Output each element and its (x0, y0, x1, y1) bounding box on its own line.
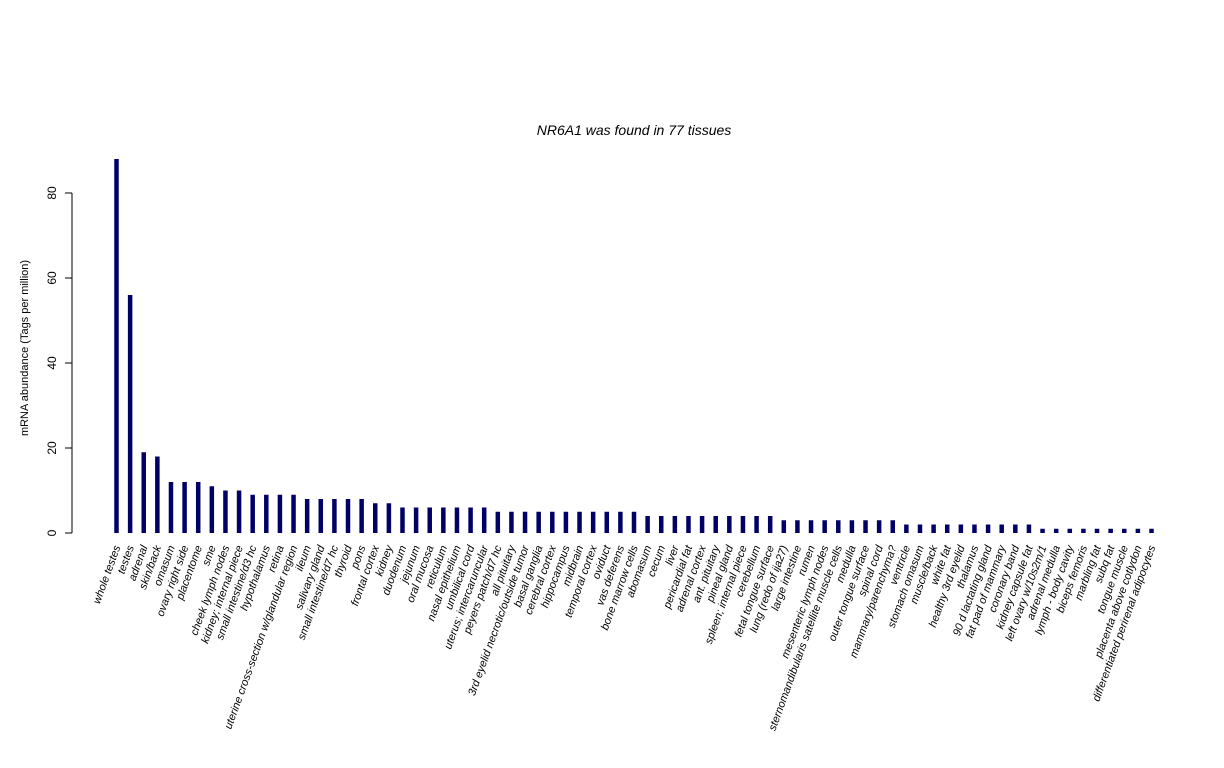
bar (1067, 528, 1073, 533)
y-tick-label: 20 (45, 441, 59, 455)
bar (168, 482, 174, 533)
bar (972, 524, 977, 533)
bar (332, 499, 337, 533)
y-tick-label: 0 (45, 529, 59, 536)
bar (209, 486, 215, 533)
bar (481, 507, 487, 533)
bar (876, 520, 882, 533)
bar (550, 511, 555, 533)
chart-title: NR6A1 was found in 77 tissues (537, 122, 732, 138)
bar (223, 490, 228, 533)
bar (1094, 528, 1100, 533)
bar (195, 482, 201, 533)
bar (917, 524, 923, 533)
bar (1149, 528, 1154, 533)
bar (999, 524, 1004, 533)
bar (141, 452, 146, 533)
bar (1026, 524, 1032, 533)
bar (400, 507, 405, 533)
bar (699, 516, 705, 533)
bar (114, 159, 119, 533)
bar (291, 494, 296, 533)
bar (590, 511, 596, 533)
bar (849, 520, 855, 533)
bar (1108, 528, 1113, 533)
bar (686, 516, 691, 533)
bar (808, 520, 814, 533)
bar (958, 524, 964, 533)
bar (1135, 528, 1141, 533)
bar (359, 499, 364, 533)
x-tick-label: whole testes (91, 543, 123, 605)
bar (468, 507, 473, 533)
bar (767, 516, 773, 533)
bar (822, 520, 827, 533)
bar (1122, 528, 1127, 533)
y-tick-label: 80 (45, 186, 59, 200)
bar (373, 503, 378, 533)
bars-group (114, 159, 1154, 533)
bar (277, 494, 283, 533)
bar (1013, 524, 1018, 533)
bar (836, 520, 841, 533)
bar (522, 511, 528, 533)
y-axis-ticks: 0 20 40 60 80 (45, 186, 72, 536)
bar (944, 524, 950, 533)
bar (441, 507, 446, 533)
bar (863, 520, 868, 533)
bar (563, 511, 569, 533)
bar (413, 507, 419, 533)
bar (236, 490, 242, 533)
bar (1040, 528, 1045, 533)
bar (985, 524, 991, 533)
bar (155, 456, 160, 533)
bar (264, 494, 269, 533)
bar (127, 295, 133, 533)
bar (495, 511, 501, 533)
bar (904, 524, 909, 533)
y-tick-label: 40 (45, 356, 59, 370)
bar (509, 511, 514, 533)
bar (304, 499, 310, 533)
bar (386, 503, 392, 533)
bar (1053, 528, 1059, 533)
y-tick-label: 60 (45, 271, 59, 285)
bar (890, 520, 895, 533)
bar (1081, 528, 1086, 533)
bar (754, 516, 759, 533)
bar (727, 516, 732, 533)
bar (931, 524, 936, 533)
bar (454, 507, 460, 533)
bar (427, 507, 432, 533)
bar (713, 516, 718, 533)
bar (795, 520, 800, 533)
bar (345, 499, 351, 533)
bar (781, 520, 787, 533)
bar (577, 511, 582, 533)
bar (318, 499, 324, 533)
bar (182, 482, 187, 533)
bar (645, 516, 650, 533)
bar (618, 511, 623, 533)
bar (740, 516, 746, 533)
bar (250, 494, 255, 533)
bar (672, 516, 678, 533)
y-axis-label: mRNA abundance (Tags per million) (19, 260, 31, 436)
bar (658, 516, 664, 533)
bar (604, 511, 610, 533)
bar (631, 511, 637, 533)
x-tick-labels: whole testestestesadrenalskin/backomasum… (91, 543, 1158, 733)
bar (536, 511, 541, 533)
